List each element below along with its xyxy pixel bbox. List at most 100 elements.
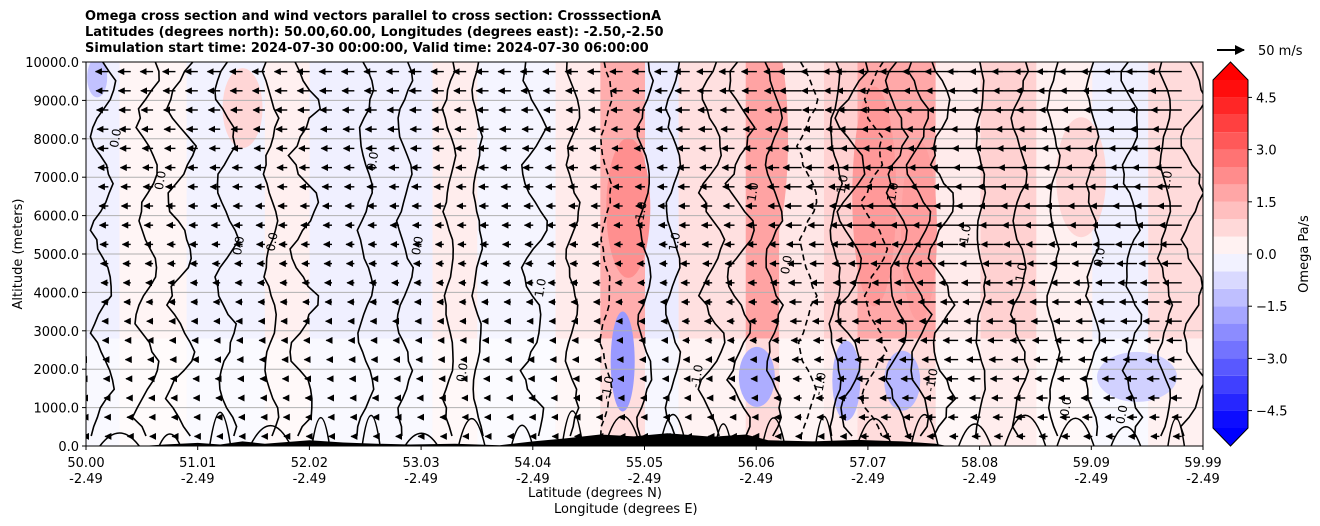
contour-line (795, 62, 819, 437)
contour-line (905, 62, 933, 437)
contour-label: 1.0 (957, 223, 974, 244)
contour-line (99, 432, 140, 446)
x-tick-label-lat: 58.08 (961, 456, 998, 471)
contour-line (761, 417, 786, 446)
x-tick-label-lat: 55.05 (626, 456, 663, 471)
omega-blob (852, 86, 897, 307)
x-tick-label-lat: 57.07 (849, 456, 886, 471)
x-tick-label-lat: 56.06 (738, 456, 775, 471)
omega-band (119, 62, 187, 339)
contour-line (958, 423, 992, 446)
contour-label: 1.0 (532, 277, 549, 298)
colorbar-level (1213, 149, 1248, 167)
colorbar-tick-label: 4.5 (1256, 91, 1277, 106)
contour-line (664, 62, 682, 437)
y-axis: 0.0 1000.0 2000.0 3000.0 4000.0 5000.0 6000.0 7… (25, 56, 86, 455)
omega-band (1148, 62, 1203, 339)
x-tick-label-lon: -2.49 (739, 472, 773, 487)
y-tick-label: 6000.0 (34, 210, 80, 225)
contour-line (261, 62, 280, 437)
contour-line (974, 62, 987, 437)
y-tick-label: 2000.0 (34, 363, 80, 378)
colorbar-extend-top (1213, 62, 1248, 80)
contour-line (1120, 62, 1144, 437)
colorbar-level (1213, 184, 1248, 202)
colorbar-tick-label: −3.0 (1256, 352, 1288, 367)
colorbar-level (1213, 341, 1248, 359)
contour-label: -1.0 (923, 367, 941, 392)
x-axis-label-longitude: Longitude (degrees E) (554, 502, 698, 517)
contour-line (441, 62, 457, 437)
y-tick-label: 4000.0 (34, 286, 80, 301)
contour-label: -1.0 (688, 363, 706, 388)
omega-band (432, 338, 478, 446)
contour-line (287, 62, 322, 437)
contour-line (519, 62, 549, 437)
y-tick-label: 0.0 (58, 440, 79, 455)
contour-line (564, 62, 581, 437)
colorbar-level (1213, 132, 1248, 150)
chart-title-line-1: Omega cross section and wind vectors par… (85, 9, 662, 24)
omega-band (980, 62, 1037, 339)
y-axis-label: Altitude (meters) (11, 199, 26, 310)
x-tick-label-lat: 53.03 (402, 456, 439, 471)
contour-line (356, 62, 375, 437)
omega-band (980, 338, 1037, 446)
x-tick-label-lon: -2.49 (69, 472, 103, 487)
contour-label: 0.0 (107, 127, 124, 148)
contour-line (884, 62, 910, 437)
x-tick-label-lat: 51.01 (179, 456, 216, 471)
x-tick-label-lat: 50.00 (67, 456, 104, 471)
y-tick-label: 3000.0 (34, 325, 80, 340)
contour-line (764, 62, 785, 437)
x-tick-label-lat: 59.09 (1073, 456, 1110, 471)
colorbar-level (1213, 271, 1248, 289)
contour-line (636, 62, 655, 437)
contour-line (1009, 62, 1030, 437)
omega-blob (222, 68, 263, 149)
x-axis: 50.00-2.4951.01-2.4952.02-2.4953.03-2.49… (67, 446, 1222, 487)
chart-title-line-2: Latitudes (degrees north): 50.00,60.00, … (85, 25, 664, 40)
contour-line (395, 62, 415, 437)
contour-line (859, 62, 889, 437)
wind-vectors (86, 68, 1182, 440)
contour-label: 0.0 (1113, 404, 1130, 425)
contour-line (158, 433, 182, 446)
colorbar-level (1213, 323, 1248, 341)
contour-label: 1.0 (633, 200, 650, 221)
contour-label: 1.0 (834, 174, 851, 195)
x-axis-label-latitude: Latitude (degrees N) (528, 486, 662, 501)
colorbar-extend-bottom (1213, 428, 1248, 446)
contour-line (311, 416, 331, 446)
contour-line (1084, 62, 1101, 437)
y-tick-label: 5000.0 (34, 248, 80, 263)
colorbar-level (1213, 219, 1248, 237)
terrain (86, 433, 1203, 446)
contour-labels: 0.0 0.0 0.0 0.0 0.0 0.0 1.0 1.0 1.0 1.0 0.0 1.0 1.0 1… (107, 127, 1175, 425)
colorbar: 4.5 3.0 1.5 0.0 −1.5 −3.0 −4.5 Omega Pa/s (1212, 61, 1312, 447)
omega-band (309, 338, 433, 446)
contour-line (1179, 62, 1203, 437)
omega-band (935, 62, 981, 339)
contour-line (89, 62, 117, 437)
contour-line (131, 62, 160, 437)
contour-line (457, 417, 486, 446)
omega-band (86, 62, 120, 339)
contour-line (910, 413, 939, 446)
omega-band (264, 338, 310, 446)
x-tick-label-lon: -2.49 (293, 472, 327, 487)
x-tick-label-lon: -2.49 (1186, 472, 1220, 487)
contour-line (927, 62, 957, 437)
colorbar-level (1213, 236, 1248, 254)
omega-contours (89, 62, 1203, 446)
contour-label: 1.0 (1158, 170, 1175, 191)
chart-title-line-3: Simulation start time: 2024-07-30 00:00:… (85, 41, 649, 56)
colorbar-label: Omega Pa/s (1297, 215, 1312, 293)
plot-area: 0.0 0.0 0.0 0.0 0.0 0.0 1.0 1.0 1.0 1.0 0.0 1.0 1.0 1… (86, 62, 1203, 446)
contour-label: 0.0 (1057, 396, 1074, 417)
x-tick-label-lon: -2.49 (181, 472, 215, 487)
vector-key: 50 m/s (1217, 44, 1303, 59)
contour-label: 0.0 (152, 170, 169, 191)
contour-line (697, 62, 726, 437)
contour-label: 0.0 (409, 235, 426, 256)
